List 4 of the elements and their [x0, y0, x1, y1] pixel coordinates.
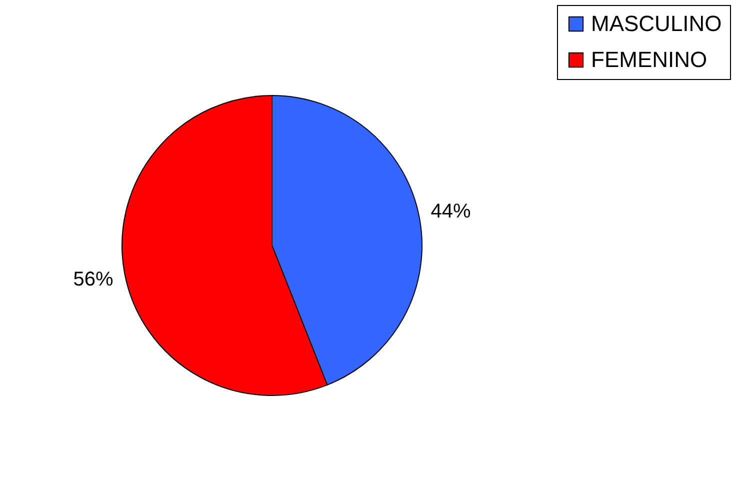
data-label: 56% [73, 268, 114, 291]
legend-label: MASCULINO [591, 11, 722, 36]
legend-label: FEMENINO [591, 47, 708, 72]
data-label: 44% [430, 200, 472, 222]
